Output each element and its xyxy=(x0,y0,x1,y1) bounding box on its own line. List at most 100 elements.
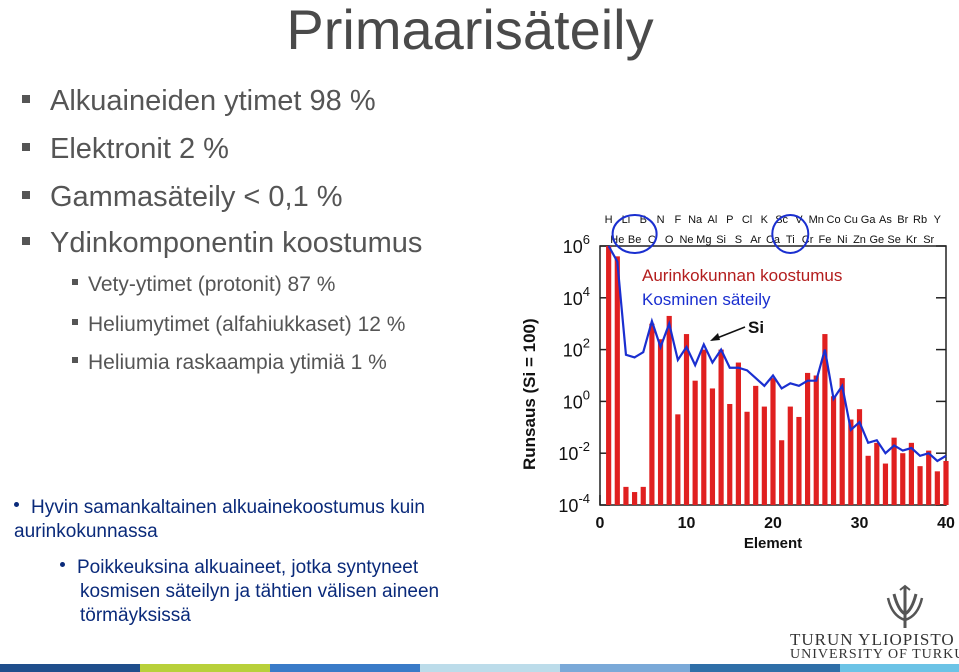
element-label: H xyxy=(605,214,613,226)
data-bar xyxy=(744,411,750,505)
data-bar xyxy=(606,246,612,505)
element-label: Ge xyxy=(869,234,884,246)
data-bar xyxy=(891,437,897,505)
element-label: Mn xyxy=(809,214,824,226)
chart-y-axis-label: Runsaus (Si = 100) xyxy=(520,318,539,470)
bullet-item: Alkuaineiden ytimet 98 % xyxy=(22,84,376,118)
element-label: Cl xyxy=(742,214,752,226)
data-bar xyxy=(813,375,819,505)
element-label: Ar xyxy=(750,234,761,246)
data-bar xyxy=(640,486,646,505)
element-label: Sc xyxy=(775,214,788,226)
square-bullet-icon xyxy=(22,95,30,104)
y-tick-label: 106 xyxy=(563,232,590,257)
si-arrow-head xyxy=(710,333,720,341)
data-bar xyxy=(649,323,655,505)
element-label: Li xyxy=(622,214,631,226)
element-label: As xyxy=(879,214,892,226)
bullet-item: Elektronit 2 % xyxy=(22,132,229,166)
element-label: Cr xyxy=(802,234,814,246)
data-bar xyxy=(761,406,767,505)
x-tick-label: 30 xyxy=(851,515,869,532)
square-bullet-icon xyxy=(22,191,30,200)
y-tick-label: 10-4 xyxy=(558,491,590,516)
bullet-text: Alkuaineiden ytimet 98 % xyxy=(50,85,376,117)
element-label: K xyxy=(761,214,769,226)
highlight-circle xyxy=(611,214,658,254)
element-label: Ca xyxy=(766,234,781,246)
data-bar xyxy=(718,349,724,505)
square-bullet-icon xyxy=(72,279,78,286)
data-bar xyxy=(727,403,733,505)
y-tick-label: 104 xyxy=(563,284,590,309)
element-label: Kr xyxy=(906,234,917,246)
element-label: Ne xyxy=(679,234,693,246)
data-bar xyxy=(908,442,914,505)
dot-bullet-icon xyxy=(14,502,19,508)
element-label: B xyxy=(640,214,647,226)
element-label: Sr xyxy=(923,234,934,246)
data-bar xyxy=(657,339,664,505)
x-axis-label: Element xyxy=(744,535,802,552)
x-tick-label: 0 xyxy=(596,515,605,532)
element-label: Br xyxy=(897,214,908,226)
legend-solar: Aurinkokunnan koostumus xyxy=(642,266,842,285)
highlight-circle xyxy=(771,214,810,254)
x-tick-label: 20 xyxy=(764,515,782,532)
logo-text-en: UNIVERSITY OF TURKU xyxy=(790,647,959,662)
data-bar xyxy=(709,388,716,505)
legend-cosmic: Kosminen säteily xyxy=(642,290,771,309)
element-label: V xyxy=(795,214,803,226)
y-tick-label: 102 xyxy=(563,336,590,361)
data-bar xyxy=(830,396,837,505)
dot-bullet-icon xyxy=(60,562,65,568)
square-bullet-icon xyxy=(22,143,30,152)
element-label: P xyxy=(726,214,733,226)
data-bar xyxy=(856,409,863,505)
square-bullet-icon xyxy=(72,319,78,326)
text-sub-bullet-line: törmäyksissä xyxy=(80,605,191,626)
element-label: He xyxy=(610,234,624,246)
data-bar xyxy=(943,460,949,505)
data-bar xyxy=(865,455,871,505)
data-bar xyxy=(839,378,845,505)
data-bar xyxy=(779,440,785,505)
sub-bullet-text: Vety-ytimet (protonit) 87 % xyxy=(88,273,336,296)
sub-bullet-text: Heliumia raskaampia ytimiä 1 % xyxy=(88,351,387,374)
element-label: Rb xyxy=(913,214,927,226)
si-arrow xyxy=(711,326,746,341)
bullet-text: Elektronit 2 % xyxy=(50,133,229,165)
bullet-text: Ydinkomponentin koostumus xyxy=(50,227,423,259)
data-bar xyxy=(632,492,638,505)
data-bar xyxy=(848,419,854,505)
cosmic-ray-line xyxy=(607,245,947,463)
data-bar xyxy=(805,372,811,505)
university-crest-icon xyxy=(886,584,924,628)
text-bullet-continuation: aurinkokunnassa xyxy=(14,521,158,542)
element-label: C xyxy=(648,234,656,246)
y-tick-label: 10-2 xyxy=(558,439,590,464)
y-tick-label: 100 xyxy=(563,387,590,412)
data-bar xyxy=(822,334,828,505)
data-bar xyxy=(701,349,707,505)
element-label: Si xyxy=(716,234,726,246)
data-bar xyxy=(614,256,620,505)
data-bar xyxy=(770,378,776,505)
element-label: Zn xyxy=(853,234,866,246)
sub-bullet-item: Heliumia raskaampia ytimiä 1 % xyxy=(72,350,387,376)
data-bar xyxy=(926,450,932,505)
x-tick-label: 10 xyxy=(678,515,696,532)
logo-text-fi: TURUN YLIOPISTO xyxy=(790,630,955,649)
data-bar xyxy=(917,466,923,505)
data-bar xyxy=(666,315,672,505)
bullet-item: Gammasäteily < 0,1 % xyxy=(22,180,343,214)
plot-frame xyxy=(599,245,947,506)
element-label: S xyxy=(735,234,742,246)
element-label: Ni xyxy=(837,234,847,246)
element-label: Co xyxy=(827,214,841,226)
element-label: N xyxy=(657,214,665,226)
square-bullet-icon xyxy=(72,357,78,364)
bullet-text: Gammasäteily < 0,1 % xyxy=(50,181,343,213)
sub-bullet-text: Heliumytimet (alfahiukkaset) 12 % xyxy=(88,313,406,336)
data-bar xyxy=(934,471,940,505)
